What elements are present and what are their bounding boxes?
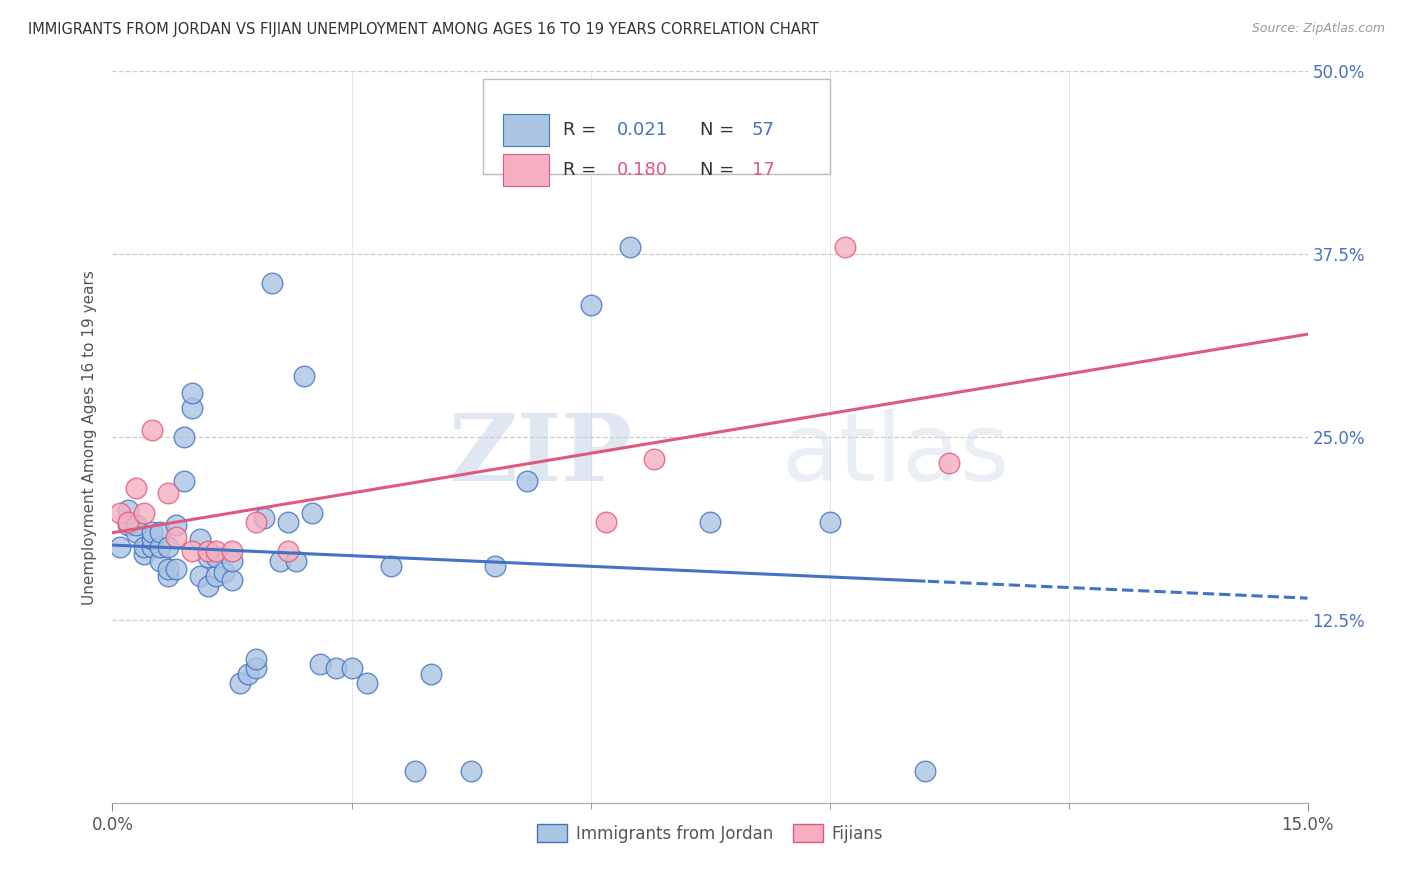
Point	[173, 474, 195, 488]
Point	[325, 661, 347, 675]
Point	[134, 506, 156, 520]
Point	[221, 554, 243, 568]
Point	[420, 667, 443, 681]
Point	[165, 517, 187, 532]
Point	[404, 764, 426, 778]
Text: R =: R =	[562, 161, 602, 179]
Point	[340, 661, 363, 675]
Point	[516, 474, 538, 488]
Text: IMMIGRANTS FROM JORDAN VS FIJIAN UNEMPLOYMENT AMONG AGES 16 TO 19 YEARS CORRELAT: IMMIGRANTS FROM JORDAN VS FIJIAN UNEMPLO…	[28, 22, 818, 37]
Text: R =: R =	[562, 121, 602, 139]
Point	[221, 544, 243, 558]
Point	[260, 277, 283, 291]
Text: 17: 17	[752, 161, 775, 179]
Text: 57: 57	[752, 121, 775, 139]
Point	[245, 515, 267, 529]
Point	[579, 298, 602, 312]
Point	[212, 565, 235, 579]
Text: N =: N =	[700, 121, 741, 139]
Point	[149, 554, 172, 568]
Point	[134, 540, 156, 554]
Point	[197, 579, 219, 593]
Text: 0.021: 0.021	[617, 121, 668, 139]
Point	[914, 764, 936, 778]
Point	[229, 676, 252, 690]
Point	[236, 667, 259, 681]
Point	[181, 401, 204, 415]
Point	[308, 657, 330, 671]
Point	[699, 515, 721, 529]
Point	[356, 676, 378, 690]
Point	[197, 549, 219, 564]
Point	[141, 525, 163, 540]
Point	[134, 547, 156, 561]
Point	[173, 430, 195, 444]
Point	[181, 544, 204, 558]
Point	[125, 525, 148, 540]
Point	[157, 485, 180, 500]
Point	[117, 503, 139, 517]
Point	[157, 569, 180, 583]
Point	[277, 544, 299, 558]
Text: atlas: atlas	[782, 409, 1010, 501]
FancyBboxPatch shape	[503, 113, 548, 145]
FancyBboxPatch shape	[484, 78, 830, 174]
Point	[205, 544, 228, 558]
Point	[110, 506, 132, 520]
Point	[221, 574, 243, 588]
Y-axis label: Unemployment Among Ages 16 to 19 years: Unemployment Among Ages 16 to 19 years	[82, 269, 97, 605]
Point	[188, 569, 211, 583]
Point	[165, 562, 187, 576]
Legend: Immigrants from Jordan, Fijians: Immigrants from Jordan, Fijians	[530, 818, 890, 849]
Point	[117, 515, 139, 529]
Point	[292, 368, 315, 383]
Point	[197, 544, 219, 558]
Point	[141, 423, 163, 437]
Point	[380, 558, 402, 573]
Point	[157, 540, 180, 554]
Point	[149, 540, 172, 554]
Point	[301, 506, 323, 520]
FancyBboxPatch shape	[503, 153, 548, 186]
Text: 0.180: 0.180	[617, 161, 668, 179]
Point	[205, 549, 228, 564]
Point	[117, 517, 139, 532]
Point	[643, 452, 665, 467]
Point	[253, 510, 276, 524]
Point	[205, 569, 228, 583]
Point	[595, 515, 617, 529]
Text: Source: ZipAtlas.com: Source: ZipAtlas.com	[1251, 22, 1385, 36]
Point	[818, 515, 841, 529]
Point	[938, 457, 960, 471]
Point	[619, 240, 641, 254]
Point	[125, 517, 148, 532]
Point	[110, 540, 132, 554]
Point	[141, 533, 163, 547]
Point	[157, 562, 180, 576]
Point	[188, 533, 211, 547]
Point	[834, 240, 856, 254]
Point	[245, 652, 267, 666]
Point	[484, 558, 506, 573]
Point	[149, 525, 172, 540]
Point	[181, 386, 204, 401]
Point	[245, 661, 267, 675]
Point	[125, 481, 148, 495]
Point	[460, 764, 482, 778]
Point	[141, 540, 163, 554]
Point	[269, 554, 291, 568]
Point	[277, 515, 299, 529]
Point	[165, 530, 187, 544]
Text: N =: N =	[700, 161, 741, 179]
Text: ZIP: ZIP	[449, 410, 633, 500]
Point	[284, 554, 307, 568]
